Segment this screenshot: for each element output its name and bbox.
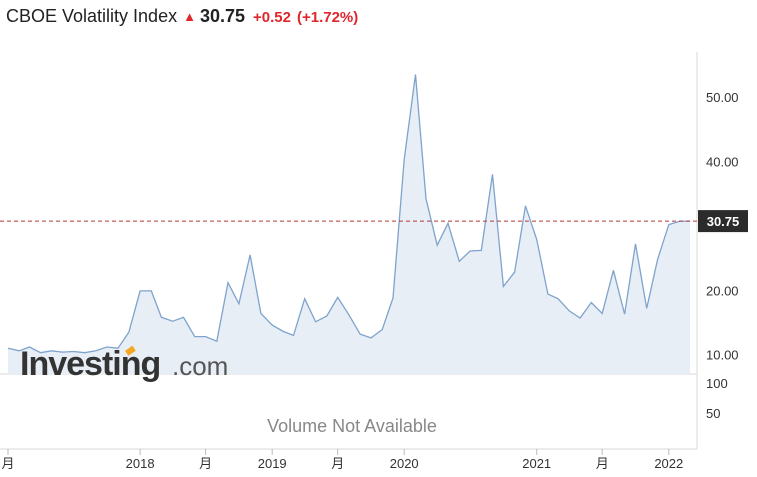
y-tick-label: 40.00: [706, 155, 739, 170]
volume-pane: 100 50 Volume Not Available: [267, 376, 728, 436]
y-tick-label: 10.00: [706, 348, 739, 363]
x-tick-label: 2018: [126, 456, 155, 471]
x-tick-label: 2019: [258, 456, 287, 471]
x-tick-label: 2021: [522, 456, 551, 471]
investing-logo: Investing .com: [20, 345, 228, 383]
x-tick-label: 月: [331, 456, 344, 471]
last-price-label: 30.75: [707, 214, 740, 229]
x-tick-label: 月: [1, 456, 14, 471]
series-line: [7, 74, 691, 354]
x-tick-label: 2020: [390, 456, 419, 471]
volume-tick-100: 100: [706, 376, 728, 391]
series-area-fill: [8, 74, 691, 374]
last-price-label-box: [698, 210, 748, 233]
x-tick-label: 2022: [654, 456, 683, 471]
watermark-suffix: .com: [172, 351, 228, 381]
instrument-name: CBOE Volatility Index: [6, 6, 178, 26]
volume-tick-50: 50: [706, 406, 720, 421]
x-tick-label: 月: [199, 456, 212, 471]
y-tick-label: 50.00: [706, 90, 739, 105]
price-area: [7, 74, 691, 374]
watermark-brand: Investing: [20, 345, 160, 383]
plot-frame: [0, 52, 698, 450]
price-change-percent: (+1.72%): [296, 9, 359, 26]
y-tick-label: 20.00: [706, 283, 739, 298]
price-change: +0.52: [253, 9, 291, 26]
arrow-up-icon: ▲: [183, 9, 196, 24]
x-axis-ticks: 月 2018 月 2019 月 2020 2021 月 2022: [1, 449, 683, 471]
volume-not-available-text: Volume Not Available: [267, 416, 437, 436]
logo-accent-icon: [125, 345, 136, 356]
last-price: 30.75: [199, 6, 246, 26]
chart-header: CBOE Volatility Index ▲ 30.75 +0.52 (+1.…: [6, 6, 358, 30]
last-price-marker: 30.75: [0, 210, 748, 233]
x-tick-label: 月: [596, 456, 609, 471]
